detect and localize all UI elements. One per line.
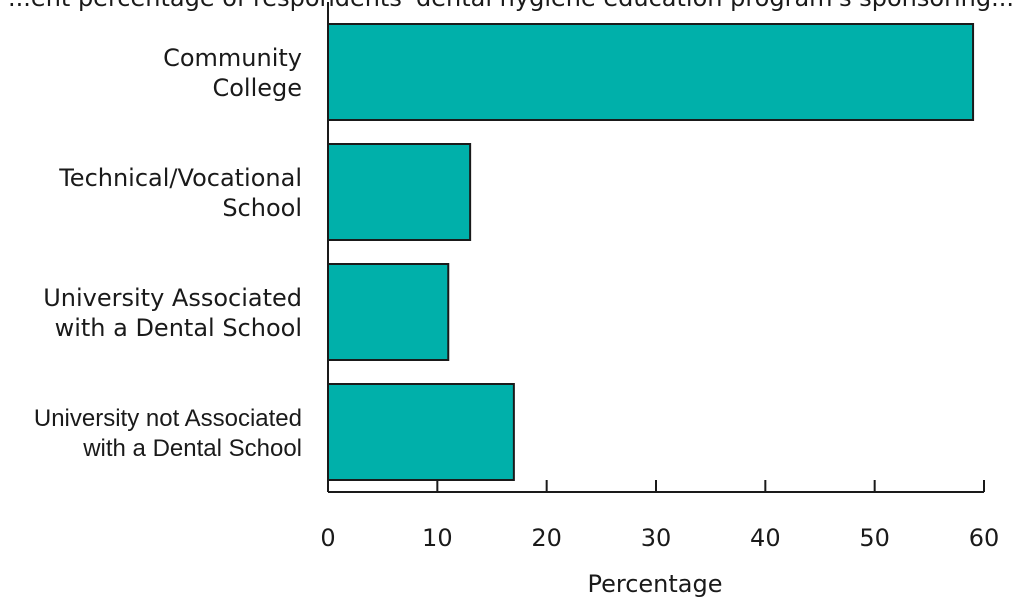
bar (327, 23, 975, 121)
category-label: Community College (163, 44, 302, 102)
category-label: University not Associated with a Dental S… (34, 405, 302, 462)
x-tick-label: 50 (859, 524, 890, 552)
x-tick-label: 20 (531, 524, 562, 552)
chart-title: ...ent percentage of respondents' dental… (8, 0, 1014, 12)
bar (327, 383, 515, 481)
bar (327, 263, 450, 361)
bars-layer (327, 23, 975, 481)
category-labels: Community College Technical/Vocational Scho… (34, 44, 302, 462)
category-label: University Associated with a Dental Schoo… (43, 284, 302, 342)
category-label: Technical/Vocational School (58, 164, 302, 222)
x-tick-label: 60 (969, 524, 1000, 552)
x-axis: 0 10 20 30 40 50 60 (320, 2, 999, 552)
x-tick-label: 0 (320, 524, 335, 552)
bar (327, 143, 472, 241)
x-axis-title: Percentage (587, 570, 722, 598)
x-tick-label: 30 (641, 524, 672, 552)
x-tick-label: 10 (422, 524, 453, 552)
x-tick-label: 40 (750, 524, 781, 552)
